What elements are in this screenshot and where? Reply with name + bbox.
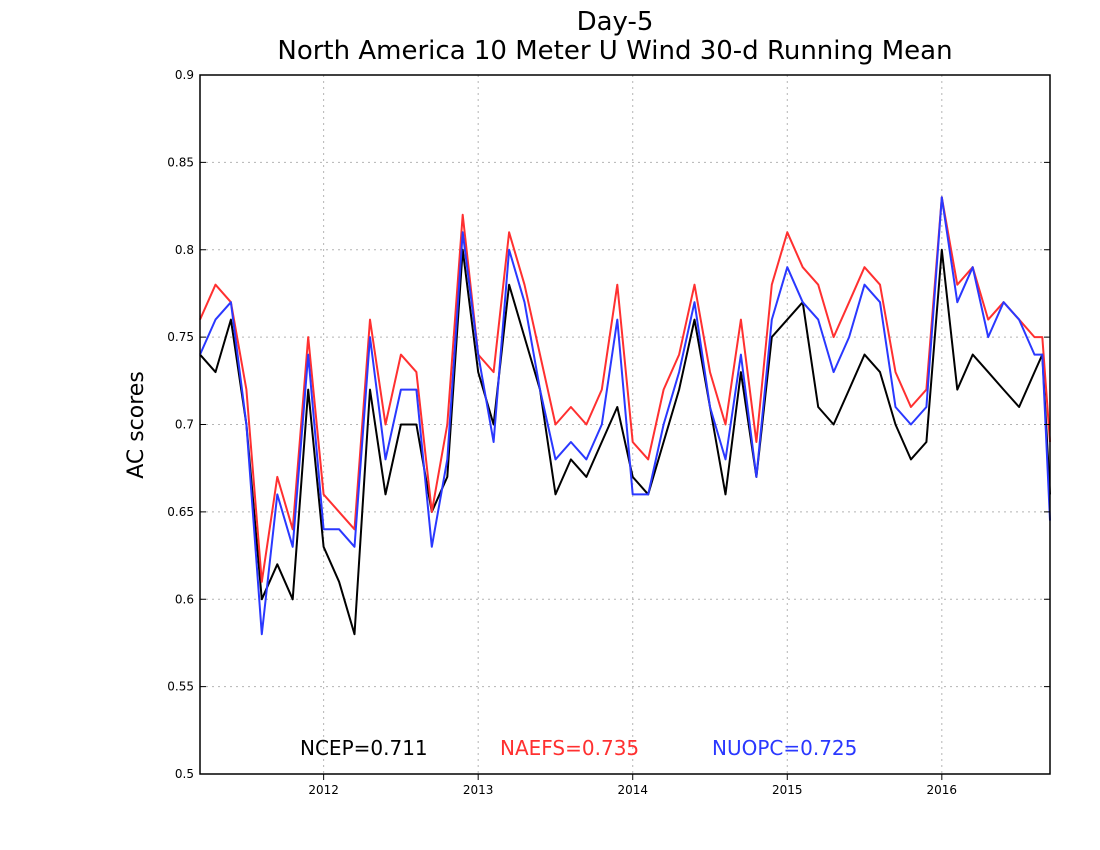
axes: 0.5 0.55 0.6 0.65 0.7 0.75 0.8 0.85 0.9 2012 2013 2… — [167, 68, 1050, 797]
y-tick-label: 0.9 — [175, 68, 194, 82]
x-tick-label: 2014 — [617, 783, 648, 797]
legend-ncep: NCEP=0.711 — [300, 736, 428, 760]
grid-lines — [200, 75, 1050, 774]
y-tick-label: 0.8 — [175, 243, 194, 257]
y-axis-label: AC scores — [124, 371, 149, 479]
y-tick-label: 0.65 — [167, 505, 194, 519]
legend-naefs: NAEFS=0.735 — [500, 736, 639, 760]
x-tick-label: 2013 — [463, 783, 494, 797]
x-tick-label: 2016 — [927, 783, 958, 797]
series-line-nuopc — [199, 196, 1051, 636]
y-tick-label: 0.7 — [175, 418, 194, 432]
x-tick-label: 2012 — [308, 783, 339, 797]
y-tick-label: 0.75 — [167, 330, 194, 344]
chart-title: Day-5 — [577, 7, 654, 37]
plot-frame — [199, 74, 1051, 775]
series-line-ncep — [199, 248, 1051, 636]
chart-subtitle: North America 10 Meter U Wind 30-d Runni… — [277, 36, 952, 66]
legend-nuopc: NUOPC=0.725 — [712, 736, 857, 760]
series-lines — [199, 196, 1051, 636]
y-tick-label: 0.6 — [175, 592, 194, 606]
series-line-naefs — [199, 196, 1051, 583]
y-tick-label: 0.5 — [175, 767, 194, 781]
y-tick-label: 0.85 — [167, 155, 194, 169]
y-tick-label: 0.55 — [167, 680, 194, 694]
x-tick-label: 2015 — [772, 783, 803, 797]
